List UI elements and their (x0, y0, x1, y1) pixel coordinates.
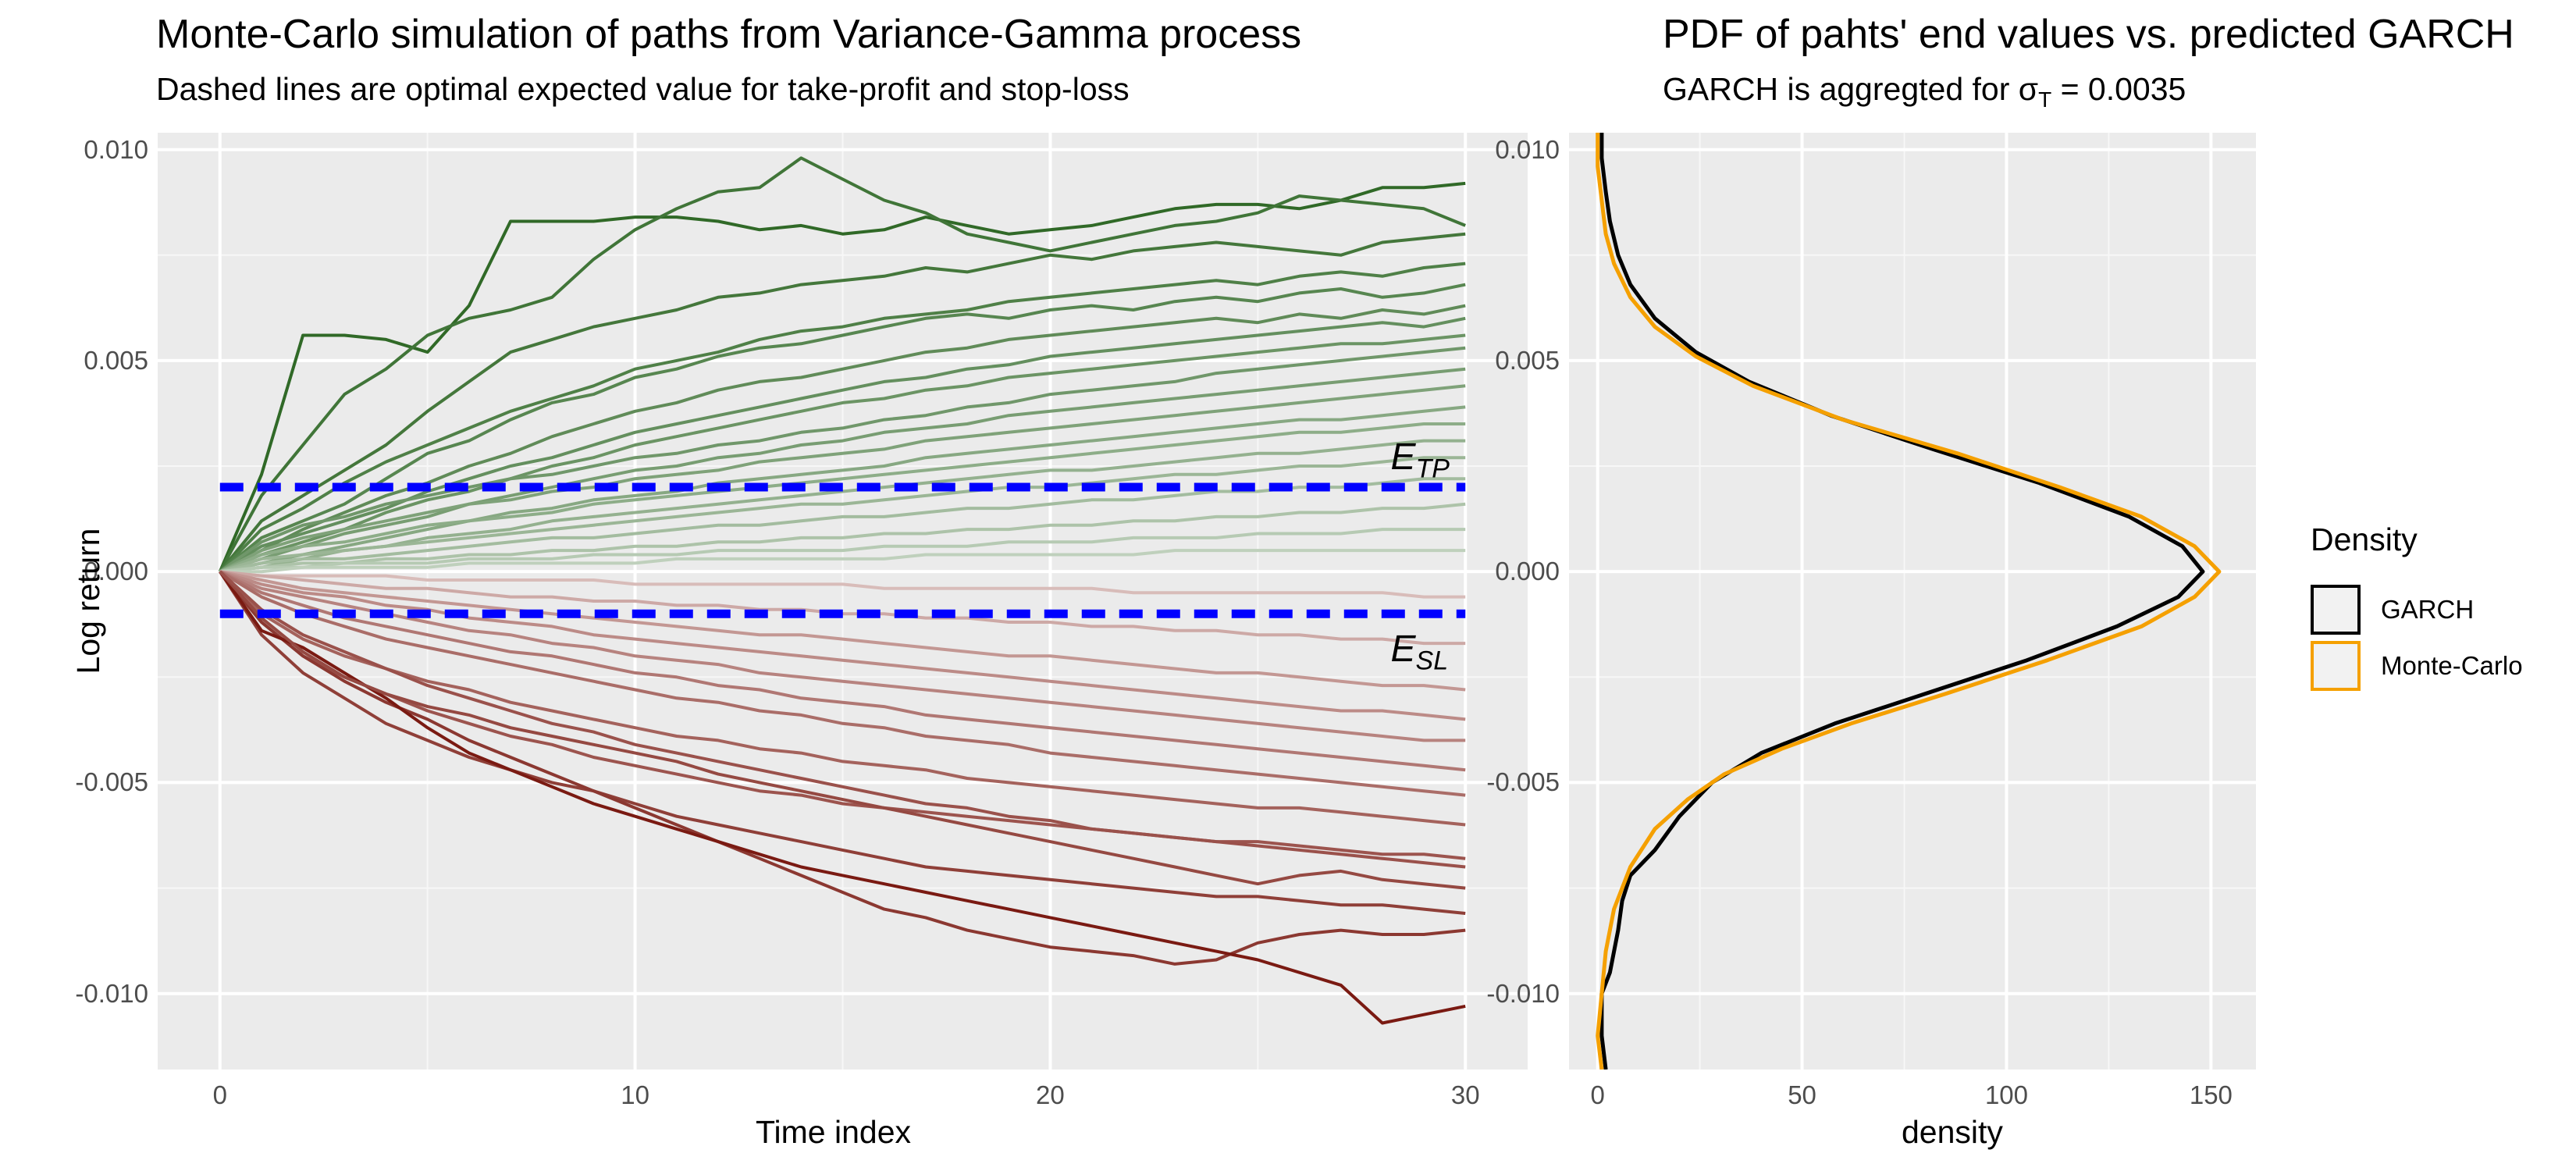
right-x-axis-title: density (1902, 1114, 2003, 1150)
density-curve-monte-carlo (1596, 133, 2222, 1070)
right-x-tick-label: 0 (1590, 1080, 1605, 1109)
simulation-path-16 (219, 502, 1466, 574)
left-x-tick-label: 30 (1450, 1080, 1480, 1109)
simulation-path-26 (219, 570, 1466, 827)
simulation-path-1 (219, 156, 1466, 573)
legend-label-monte-carlo: Monte-Carlo (2381, 651, 2523, 680)
left-x-tick-label: 20 (1036, 1080, 1065, 1109)
legend-title: Density (2311, 521, 2418, 557)
simulation-path-31 (219, 570, 1466, 890)
left-x-tick-label: 0 (212, 1080, 227, 1109)
sigma-subscript: T (2038, 87, 2052, 112)
right-x-tick-label: 100 (1984, 1080, 2028, 1109)
simulation-path-4 (219, 283, 1466, 573)
annotation-e-tp-sub: TP (1415, 454, 1450, 484)
left-y-tick-label: 0.010 (84, 134, 148, 164)
simulation-path-25 (219, 570, 1466, 797)
left-y-tick-label: 0.000 (84, 557, 148, 586)
right-y-tick-label: -0.010 (1486, 978, 1560, 1008)
sigma-symbol: σ (2018, 71, 2039, 107)
right-y-tick-label: 0.000 (1495, 557, 1560, 586)
simulation-path-12 (219, 422, 1466, 574)
simulation-path-0 (218, 181, 1466, 572)
right-y-tick-label: 0.005 (1495, 345, 1560, 375)
annotation-e-tp-main: E (1390, 436, 1416, 479)
simulation-path-3 (219, 262, 1466, 573)
legend-item-monte-carlo: Monte-Carlo (2311, 638, 2523, 694)
simulation-path-19 (219, 570, 1466, 599)
right-x-tick-label: 150 (2189, 1080, 2233, 1109)
annotation-e-sl: ESL (1391, 631, 1449, 674)
simulation-path-10 (219, 384, 1466, 573)
sigma-value: = 0.0035 (2051, 71, 2186, 107)
simulation-path-8 (219, 346, 1466, 573)
simulation-path-17 (219, 528, 1466, 574)
right-y-tick-label: 0.010 (1495, 134, 1560, 164)
left-y-tick-label: 0.005 (84, 345, 148, 375)
legend-item-garch: GARCH (2311, 582, 2523, 638)
simulation-path-15 (219, 477, 1466, 574)
left-chart-title: Monte-Carlo simulation of paths from Var… (156, 12, 1302, 57)
left-chart-panel: ETP ESL (158, 133, 1528, 1070)
left-y-axis-title: Log return (69, 528, 106, 674)
simulation-path-7 (219, 333, 1466, 574)
legend-label-garch: GARCH (2381, 595, 2475, 624)
left-x-tick-label: 10 (621, 1080, 649, 1109)
annotation-e-sl-sub: SL (1415, 646, 1449, 676)
right-chart-panel (1569, 133, 2256, 1070)
right-chart-subtitle: GARCH is aggregted for σT = 0.0035 (1663, 73, 2186, 111)
left-y-tick-label: -0.010 (75, 978, 148, 1008)
left-chart-subtitle: Dashed lines are optimal expected value … (156, 71, 1130, 107)
simulation-path-32 (219, 570, 1466, 869)
left-y-tick-label: -0.005 (75, 767, 148, 797)
subtitle-text: GARCH is aggregted for (1663, 71, 2019, 107)
simulation-path-24 (219, 570, 1466, 772)
simulation-path-9 (219, 367, 1466, 574)
simulation-path-11 (219, 405, 1466, 574)
right-chart-svg (1569, 133, 2256, 1070)
right-chart-title: PDF of pahts' end values vs. predicted G… (1663, 12, 2514, 57)
density-curve-garch (1599, 133, 2205, 1070)
left-chart-svg (158, 133, 1528, 1070)
legend: Density GARCH Monte-Carlo (2311, 521, 2523, 694)
simulation-path-23 (219, 570, 1466, 742)
annotation-e-sl-main: E (1390, 628, 1416, 671)
left-x-axis-title: Time index (756, 1114, 911, 1150)
simulation-path-14 (219, 456, 1466, 574)
annotation-e-tp: ETP (1391, 439, 1450, 482)
simulation-path-30 (219, 571, 1466, 1025)
simulation-path-2 (219, 232, 1466, 573)
simulation-path-18 (219, 549, 1466, 574)
simulation-path-28 (219, 571, 1466, 915)
simulation-path-29 (219, 570, 1466, 966)
right-x-tick-label: 50 (1788, 1080, 1816, 1109)
legend-key-monte-carlo (2311, 641, 2361, 691)
left-y-axis-title-text: Log return (69, 528, 106, 674)
simulation-path-27 (219, 570, 1466, 860)
simulation-path-21 (219, 570, 1466, 692)
right-y-tick-label: -0.005 (1486, 767, 1560, 797)
legend-key-garch (2311, 585, 2361, 635)
